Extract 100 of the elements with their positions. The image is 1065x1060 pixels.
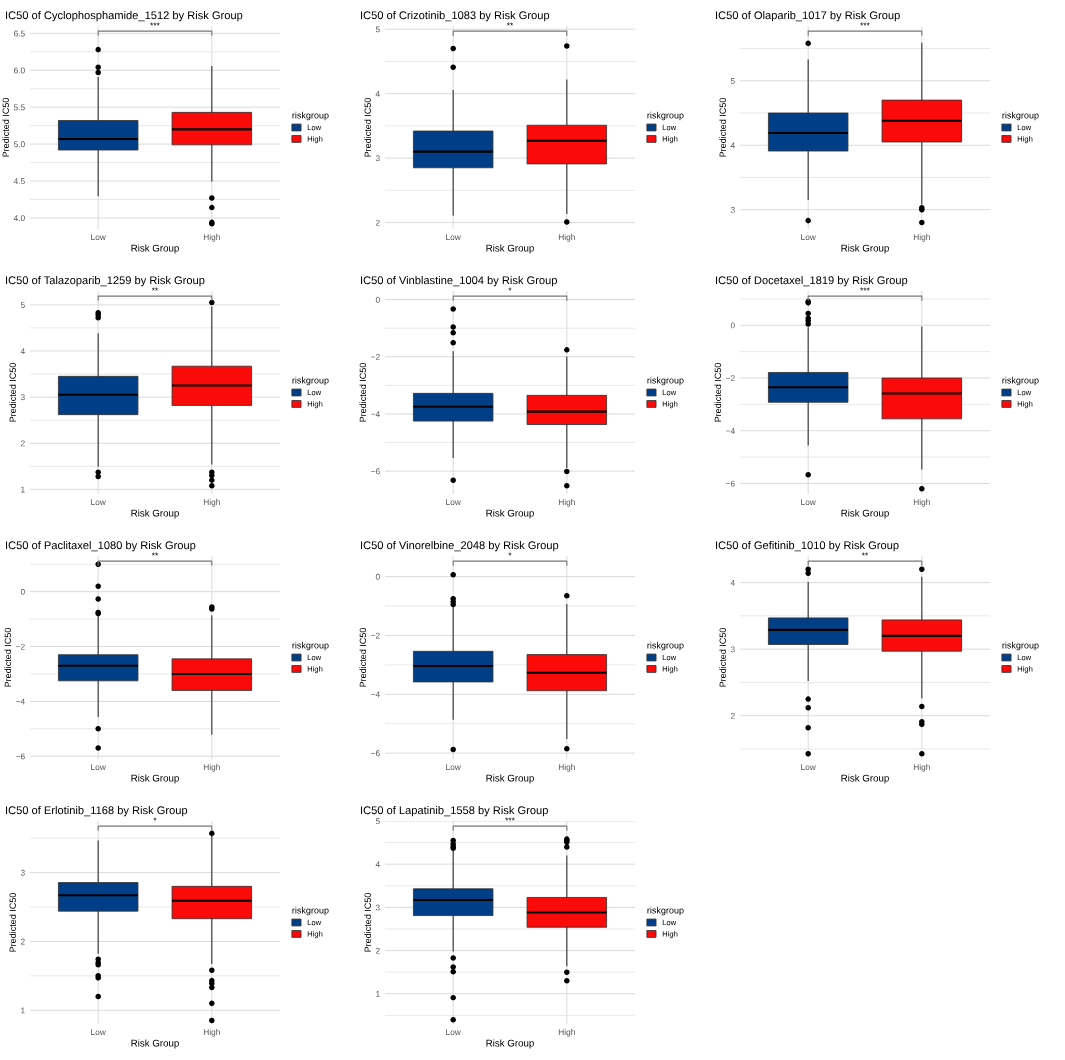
y-tick-label: −6 — [371, 750, 380, 757]
y-tick-label: 6.0 — [13, 67, 25, 74]
x-tick-label: Low — [446, 764, 461, 770]
chart-title: IC50 of Docetaxel_1819 by Risk Group — [716, 276, 908, 287]
x-tick-label: Low — [801, 764, 816, 770]
x-tick-label: High — [558, 1028, 575, 1037]
text: ** — [861, 552, 869, 556]
x-tick-label: High — [913, 233, 930, 242]
y-tick-label: 3 — [20, 869, 25, 876]
y-axis-title: Predicted IC50 — [359, 627, 367, 687]
y-tick-label: −6 — [16, 753, 25, 760]
text: ** — [506, 22, 514, 26]
x-axis-title: Risk Group — [841, 244, 889, 254]
legend-title: riskgroup — [647, 906, 684, 916]
y-tick-label: 3 — [20, 394, 25, 401]
x-tick-label: High — [203, 233, 220, 242]
y-tick-label: −4 — [16, 698, 25, 705]
legend-title: riskgroup — [292, 906, 329, 916]
legend-title: riskgroup — [647, 641, 684, 651]
y-axis-title: Predicted IC50 — [364, 892, 371, 952]
y-tick-label: −4 — [371, 691, 380, 698]
x-tick-label: Low — [91, 764, 106, 770]
y-tick-label: 4 — [375, 861, 380, 868]
y-tick-label: 0 — [375, 573, 380, 580]
x-tick-label: High — [203, 763, 220, 772]
y-tick-label: 4 — [730, 142, 735, 149]
y-tick-label: 4.0 — [13, 215, 25, 222]
x-axis-title: Risk Group — [131, 1039, 179, 1049]
y-tick-label: −2 — [16, 643, 25, 650]
y-tick-label: 0 — [20, 588, 25, 595]
y-tick-label: −4 — [726, 428, 735, 434]
y-axis-title: Predicted IC50 — [714, 362, 722, 422]
y-tick-label: 1 — [21, 486, 25, 493]
text: * — [508, 287, 512, 291]
text: *** — [860, 22, 870, 26]
x-axis-title: Risk Group — [486, 1039, 534, 1049]
y-tick-label: 3 — [375, 155, 380, 162]
y-tick-label: 1 — [376, 991, 380, 997]
y-axis-title: Predicted IC50 — [719, 627, 726, 687]
y-tick-label: 3 — [375, 904, 380, 911]
x-tick-label: Low — [91, 499, 106, 505]
chart-title: IC50 of Lapatinib_1558 by Risk Group — [361, 806, 548, 817]
y-tick-label: 5 — [375, 26, 380, 33]
y-tick-label: −6 — [371, 468, 380, 475]
x-axis-title: Risk Group — [486, 244, 534, 254]
y-tick-label: 5 — [20, 302, 25, 308]
y-tick-label: 0 — [375, 296, 380, 303]
text: ** — [151, 552, 159, 556]
x-axis-title: Risk Group — [486, 509, 534, 519]
legend-title: riskgroup — [1002, 376, 1039, 386]
legend-title: riskgroup — [292, 111, 329, 121]
x-tick-label: Low — [801, 234, 816, 240]
x-axis-title: Risk Group — [486, 774, 534, 784]
legend-title: riskgroup — [1002, 641, 1039, 651]
y-tick-label: 5.5 — [13, 104, 25, 111]
legend-title: riskgroup — [292, 376, 329, 386]
y-axis-title: Predicted IC50 — [359, 362, 367, 422]
y-tick-label: −2 — [371, 353, 380, 360]
legend-title: riskgroup — [1002, 111, 1039, 121]
y-tick-label: 4 — [375, 90, 380, 97]
x-tick-label: High — [913, 498, 930, 507]
y-axis-title: Predicted IC50 — [2, 97, 9, 157]
y-tick-label: 4 — [20, 348, 25, 354]
text: *** — [150, 22, 160, 26]
legend-title: riskgroup — [647, 111, 684, 121]
y-axis-title: Predicted IC50 — [9, 362, 16, 422]
y-tick-label: 6.5 — [13, 30, 25, 37]
y-tick-label: −2 — [371, 632, 380, 639]
chart-title: IC50 of Gefitinib_1010 by Risk Group — [716, 541, 899, 552]
y-tick-label: 4 — [730, 579, 735, 586]
y-tick-label: 5 — [375, 818, 380, 825]
x-axis-title: Risk Group — [131, 509, 179, 519]
chart-title: IC50 of Vinorelbine_2048 by Risk Group — [361, 541, 559, 552]
x-axis-title: Risk Group — [841, 774, 889, 784]
chart-title: IC50 of Erlotinib_1168 by Risk Group — [6, 806, 188, 817]
y-tick-label: 5 — [730, 78, 735, 84]
chart-title: IC50 of Crizotinib_1083 by Risk Group — [361, 11, 550, 22]
x-tick-label: High — [203, 498, 220, 507]
x-tick-label: Low — [446, 499, 461, 505]
text: *** — [860, 287, 870, 291]
y-tick-label: 3 — [730, 646, 735, 653]
y-tick-label: 5.0 — [13, 141, 25, 148]
y-tick-label: −6 — [726, 480, 735, 487]
y-tick-label: 2 — [20, 440, 25, 447]
chart-title: IC50 of Cyclophosphamide_1512 by Risk Group — [6, 11, 243, 22]
y-tick-label: 2 — [20, 938, 25, 945]
text: ** — [151, 287, 159, 291]
chart-title: IC50 of Paclitaxel_1080 by Risk Group — [6, 541, 196, 552]
y-tick-label: −2 — [726, 375, 735, 382]
text: * — [508, 552, 512, 556]
y-tick-label: 0 — [730, 322, 735, 329]
y-tick-label: 2 — [375, 219, 380, 226]
y-axis-title: Predicted IC50 — [9, 892, 16, 952]
x-tick-label: High — [913, 763, 930, 772]
chart-title: IC50 of Vinblastine_1004 by Risk Group — [361, 276, 557, 287]
y-tick-label: 1 — [21, 1007, 25, 1014]
y-axis-title: Predicted IC50 — [4, 627, 12, 687]
y-tick-label: 3 — [730, 206, 735, 213]
x-tick-label: Low — [801, 499, 816, 505]
x-axis-title: Risk Group — [131, 774, 179, 784]
